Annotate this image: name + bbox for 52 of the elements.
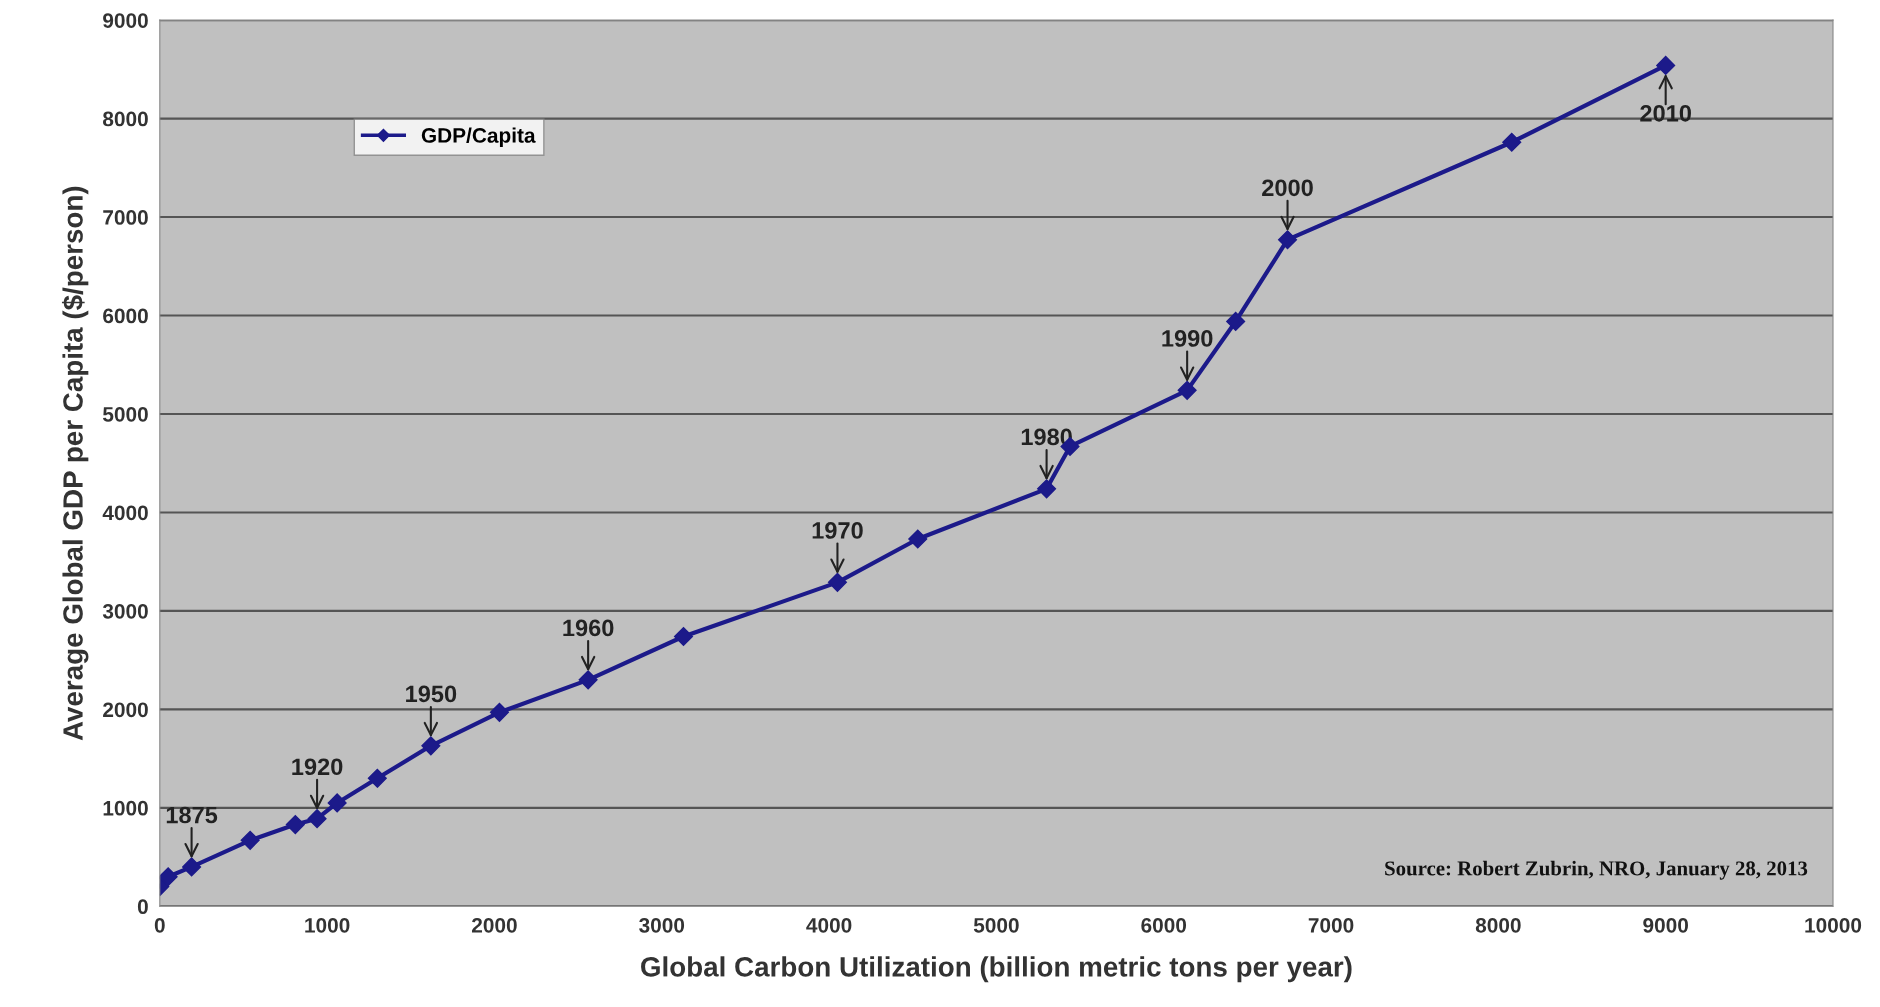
point: [1177, 380, 1197, 400]
point: [1502, 132, 1522, 152]
legend-label: GDP/Capita: [421, 127, 536, 147]
annotation: 1875: [166, 806, 218, 824]
y-tick-label: 8000: [103, 111, 148, 127]
point: [827, 572, 847, 592]
point: [673, 626, 694, 647]
y-tick-label: 9000: [103, 13, 148, 28]
x-tick-label: 0: [154, 917, 165, 933]
annotation: 1990: [1162, 330, 1213, 347]
x-axis-title: Global Carbon Utilization (billion metric tons per year): [641, 956, 1352, 983]
y-tick-label: 2000: [103, 702, 148, 718]
point: [367, 768, 387, 788]
point: [182, 857, 202, 877]
point: [285, 815, 305, 835]
y-tick-label: 3000: [102, 603, 148, 619]
y-tick-label: 7000: [103, 210, 148, 225]
x-tick-label: 10000: [1805, 917, 1862, 933]
x-tick-label: 8000: [1475, 917, 1521, 933]
y-tick-label: 4000: [102, 505, 148, 521]
point: [1278, 230, 1298, 250]
y-tick-label: 0: [137, 899, 148, 915]
point: [908, 529, 928, 549]
x-tick-label: 2000: [471, 917, 517, 933]
y-tick-label: 5000: [102, 406, 148, 422]
annotation: 1960: [563, 619, 614, 637]
x-tick-label: 3000: [639, 917, 685, 933]
point: [578, 670, 598, 690]
point: [240, 830, 260, 850]
point: [421, 736, 441, 756]
point: [1037, 479, 1057, 499]
x-tick-label: 6000: [1141, 917, 1187, 933]
x-tick-label: 1000: [305, 917, 350, 933]
y-tick-label: 6000: [103, 308, 148, 324]
y-tick-label: 1000: [103, 800, 148, 816]
annotation: 2010: [1640, 104, 1691, 122]
x-tick-label: 4000: [806, 917, 852, 933]
point: [307, 809, 327, 829]
point: [327, 793, 347, 813]
point: [1656, 55, 1676, 75]
point: [159, 867, 178, 887]
annotation: 1920: [292, 758, 343, 776]
x-tick-label: 5000: [973, 917, 1019, 933]
annotation: 2000: [1262, 179, 1313, 197]
x-tick-label: 9000: [1643, 917, 1688, 933]
annotation: Source: Robert Zubrin, NRO, January 28, 2013: [1385, 860, 1808, 880]
point: [489, 702, 509, 722]
annotation: 1970: [812, 522, 863, 539]
annotation: 1950: [406, 685, 457, 703]
y-axis-title: Average Global GDP per Capita ($/person): [61, 186, 89, 741]
point: [1226, 311, 1246, 331]
x-tick-label: 7000: [1308, 917, 1354, 933]
